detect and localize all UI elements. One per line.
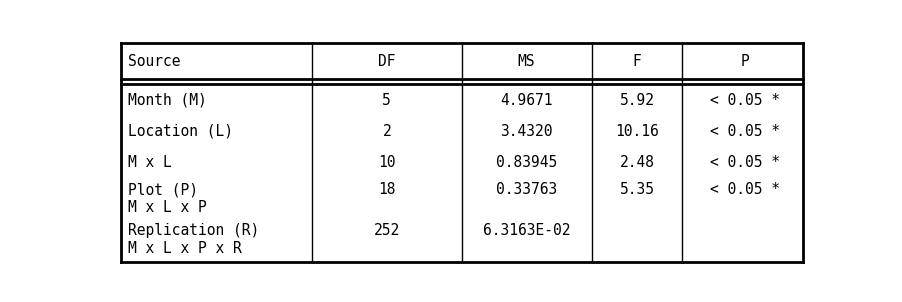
Text: MS: MS xyxy=(518,54,536,69)
Text: 10.16: 10.16 xyxy=(615,124,659,139)
Text: M x L x P x R: M x L x P x R xyxy=(128,241,242,256)
Text: 0.33763: 0.33763 xyxy=(496,182,557,198)
Text: 5: 5 xyxy=(382,93,391,108)
Text: 5.35: 5.35 xyxy=(620,182,655,198)
Text: Source: Source xyxy=(128,54,180,69)
Text: P: P xyxy=(741,54,750,69)
Text: < 0.05 *: < 0.05 * xyxy=(711,124,780,139)
Text: 4.9671: 4.9671 xyxy=(501,93,553,108)
Text: M x L x P: M x L x P xyxy=(128,200,207,215)
Text: < 0.05 *: < 0.05 * xyxy=(711,155,780,170)
Text: Plot (P): Plot (P) xyxy=(128,182,198,198)
Text: F: F xyxy=(632,54,641,69)
Text: 2.48: 2.48 xyxy=(620,155,655,170)
Text: 2: 2 xyxy=(382,124,391,139)
Text: 3.4320: 3.4320 xyxy=(501,124,553,139)
Text: Replication (R): Replication (R) xyxy=(128,223,260,238)
Text: Location (L): Location (L) xyxy=(128,124,233,139)
Text: M x L: M x L xyxy=(128,155,172,170)
Text: Month (M): Month (M) xyxy=(128,93,207,108)
Text: < 0.05 *: < 0.05 * xyxy=(711,182,780,198)
Text: DF: DF xyxy=(378,54,396,69)
Text: 10: 10 xyxy=(378,155,396,170)
Text: 252: 252 xyxy=(373,223,400,238)
Text: < 0.05 *: < 0.05 * xyxy=(711,93,780,108)
Text: 6.3163E-02: 6.3163E-02 xyxy=(483,223,570,238)
Text: 18: 18 xyxy=(378,182,396,198)
Text: 5.92: 5.92 xyxy=(620,93,655,108)
Text: 0.83945: 0.83945 xyxy=(496,155,557,170)
